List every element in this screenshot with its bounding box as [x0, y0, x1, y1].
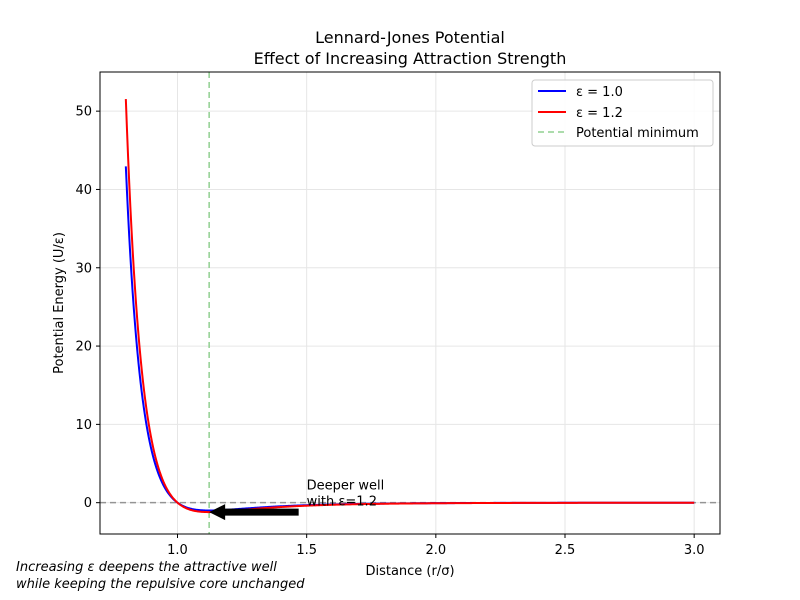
y-axis-label: Potential Energy (U/ε) [52, 232, 67, 374]
y-tick-label: 0 [84, 496, 92, 511]
chart-title-line1: Lennard-Jones Potential [315, 28, 505, 47]
series-line-1 [124, 99, 695, 514]
y-axis-ticks: 0 10 20 30 40 50 [75, 105, 100, 511]
chart-title-line2: Effect of Increasing Attraction Strength [254, 49, 567, 68]
legend-label-eps-1-2: ε = 1.2 [576, 106, 623, 121]
x-axis-label: Distance (r/σ) [365, 564, 454, 579]
legend-label-potential-minimum: Potential minimum [576, 126, 699, 141]
y-tick-label: 20 [75, 340, 92, 355]
legend-label-eps-1-0: ε = 1.0 [576, 85, 623, 100]
y-tick-label: 50 [75, 105, 92, 120]
annotation-arrow [209, 504, 299, 521]
y-tick-label: 10 [75, 418, 92, 433]
x-axis-ticks: 1.0 1.5 2.0 2.5 3.0 [167, 534, 705, 558]
footnote-line1: Increasing ε deepens the attractive well [16, 560, 277, 575]
legend: ε = 1.0 ε = 1.2 Potential minimum [531, 79, 714, 147]
plot-area-frame [99, 71, 721, 535]
x-tick-label: 2.0 [425, 543, 446, 558]
annotation-text-line2: with ε=1.2 [307, 494, 377, 509]
footnote-line2: while keeping the repulsive core unchang… [16, 577, 305, 592]
x-tick-label: 2.5 [555, 543, 576, 558]
y-tick-label: 40 [75, 183, 92, 198]
y-tick-label: 30 [75, 261, 92, 276]
x-tick-label: 1.5 [296, 543, 317, 558]
x-tick-label: 3.0 [684, 543, 705, 558]
legend-frame [531, 79, 714, 147]
x-tick-label: 1.0 [167, 543, 188, 558]
series-lines [124, 99, 695, 514]
series-line-0 [124, 166, 695, 512]
annotation-text-line1: Deeper well [307, 478, 385, 493]
